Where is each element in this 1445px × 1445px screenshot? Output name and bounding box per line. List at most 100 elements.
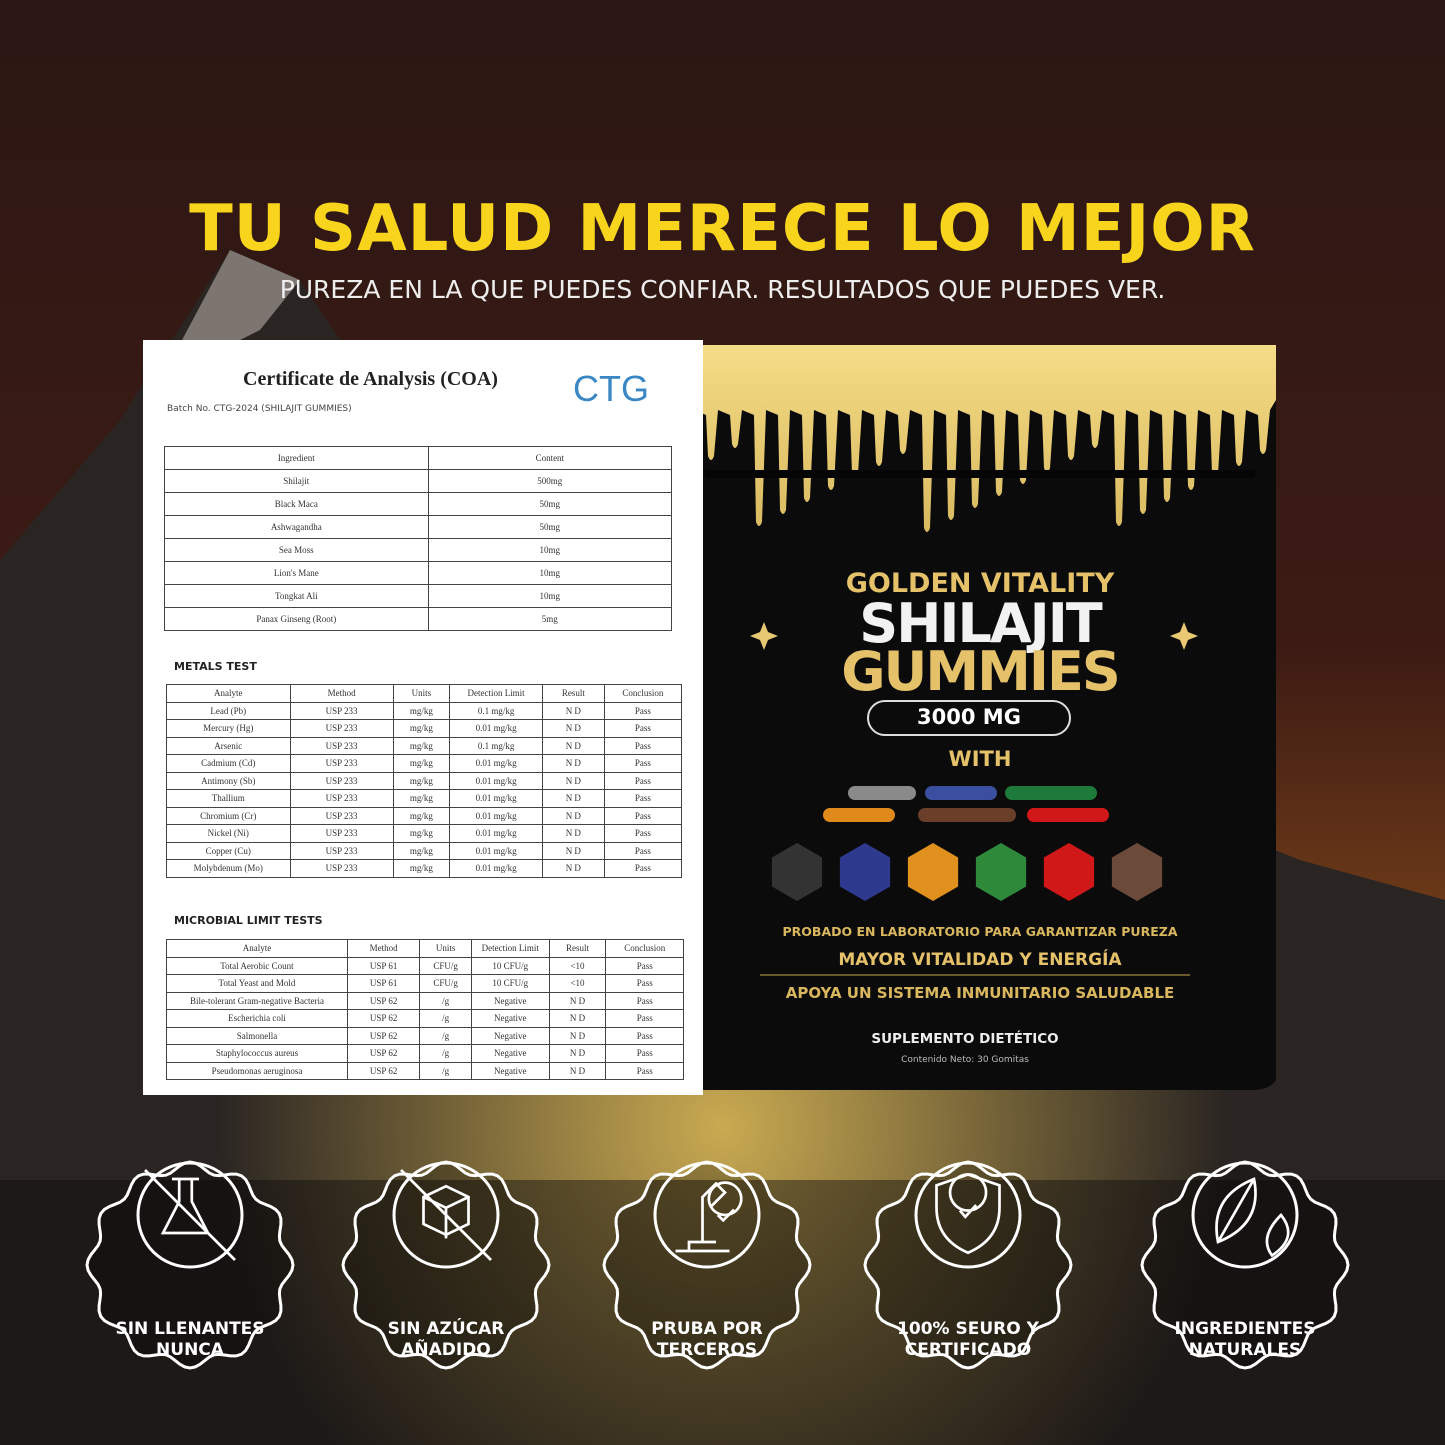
icon-ring [914,1161,1022,1269]
badge-label: NUNCA [156,1340,224,1360]
table-cell: Pass [603,754,683,773]
table-row: Sea Moss 10mg [164,538,673,562]
badge-label: INGREDIENTES [1174,1319,1316,1339]
table-cell: USP 62 [346,1044,421,1063]
brand: GOLDEN VITALITY [845,568,1115,599]
claim: APOYA UN SISTEMA INMUNITARIO SALUDABLE [785,984,1175,1002]
table-row: Black Maca 50mg [164,492,673,516]
table-row: Total Yeast and Mold USP 61 CFU/g 10 CFU/g <… [166,974,684,993]
table-cell: mg/kg [392,719,451,738]
table-row: Cadmium (Cd) USP 233 mg/kg 0.01 mg/kg N D Pas… [166,754,683,773]
table-cell: USP 233 [289,719,394,738]
table-cell: Ingredient [164,446,429,470]
table-cell: Detection Limit [471,939,550,958]
ingredient-icon [975,843,1027,901]
table-cell: N D [548,1061,607,1080]
table-cell: Units [392,684,451,703]
table-cell: N D [541,859,605,878]
table-row: Mercury (Hg) USP 233 mg/kg 0.01 mg/kg N D Pas… [166,719,683,738]
table-cell: 50mg [427,492,673,516]
table-cell: Sea Moss [164,538,429,562]
table-cell: CFU/g [419,974,473,993]
table-row: Panax Ginseng (Root) 5mg [164,607,673,631]
table-cell: Thallium [166,789,291,808]
table-cell: 500mg [427,469,673,493]
table-cell: N D [548,991,607,1010]
subtitle: PUREZA EN LA QUE PUEDES CONFIAR. RESULTA… [279,275,1166,304]
table-cell: Analyte [166,939,348,958]
seal [705,470,1255,478]
table-cell: mg/kg [392,701,451,720]
table-row: Molybdenum (Mo) USP 233 mg/kg 0.01 mg/kg N D… [166,859,683,878]
table-cell: Content [427,446,673,470]
table-row: Nickel (Ni) USP 233 mg/kg 0.01 mg/kg N D Pass [166,824,683,843]
table-cell: Escherichia coli [166,1009,348,1028]
table-cell: 10mg [427,538,673,562]
table-cell: Panax Ginseng (Root) [164,607,429,631]
table-cell: Chromium (Cr) [166,806,291,825]
table-cell: 0.01 mg/kg [449,841,543,860]
table-cell: Cadmium (Cd) [166,754,291,773]
table-cell: 0.01 mg/kg [449,789,543,808]
ingredient-pill [1005,786,1097,800]
table-cell: /g [419,1044,473,1063]
table-cell: Ashwagandha [164,515,429,539]
table-cell: Pass [603,841,683,860]
table-row: Arsenic USP 233 mg/kg 0.1 mg/kg N D Pass [166,736,683,755]
table-row: Lead (Pb) USP 233 mg/kg 0.1 mg/kg N D Pass [166,701,683,720]
table-cell: Pass [603,701,683,720]
table-cell: 5mg [427,607,673,631]
table-cell: Molybdenum (Mo) [166,859,291,878]
table-cell: CFU/g [419,956,473,975]
table-cell: USP 62 [346,991,421,1010]
claim: PROBADO EN LABORATORIO PARA GARANTIZAR P… [782,924,1178,939]
table-cell: Pass [605,974,684,993]
table-cell: mg/kg [392,736,451,755]
table-cell: Units [419,939,473,958]
table-cell: Conclusion [603,684,683,703]
table-cell: Negative [471,1009,550,1028]
table-cell: Pass [603,824,683,843]
table-row: Copper (Cu) USP 233 mg/kg 0.01 mg/kg N D Pass [166,841,683,860]
batch: Batch No. CTG-2024 (SHILAJIT GUMMIES) [167,404,352,414]
table-cell: /g [419,1026,473,1045]
table-row: Ingredient Content [164,446,673,470]
table-cell: Result [541,684,605,703]
table-cell: USP 61 [346,956,421,975]
table-cell: /g [419,991,473,1010]
table-cell: N D [548,1026,607,1045]
table-cell: Pass [605,1026,684,1045]
ingredient-pill [848,786,916,800]
table-cell: Pass [605,956,684,975]
table-cell: USP 233 [289,701,394,720]
table-cell: N D [541,754,605,773]
table-cell: Negative [471,1026,550,1045]
icon-ring [1191,1161,1299,1269]
product-name: SHILAJIT [859,592,1102,655]
table-row: Staphylococcus aureus USP 62/g Negative N D… [166,1044,684,1063]
ingredient-pill [823,808,895,822]
table-cell: mg/kg [392,859,451,878]
table-cell: 0.01 mg/kg [449,719,543,738]
table: Ingredient Content Shilajit 500mg Black Maca… [164,446,673,631]
table-cell: mg/kg [392,789,451,808]
table-cell: USP 233 [289,771,394,790]
table-cell: Nickel (Ni) [166,824,291,843]
ingredient-icon [771,843,823,901]
table: Analyte Method Units Detection Limit Result C… [166,939,684,1080]
section-title: MICROBIAL LIMIT TESTS [174,914,323,927]
pouch [678,345,1276,1090]
table-cell: /g [419,1061,473,1080]
dose-frame [867,700,1071,736]
table-cell: USP 62 [346,1009,421,1028]
table-cell: Method [289,684,394,703]
table-cell: 10mg [427,584,673,608]
table-cell: N D [541,736,605,755]
ingredient-icon [1043,843,1095,901]
table-cell: Pass [603,806,683,825]
table-cell: N D [541,841,605,860]
table-cell: mg/kg [392,754,451,773]
table-cell: Mercury (Hg) [166,719,291,738]
